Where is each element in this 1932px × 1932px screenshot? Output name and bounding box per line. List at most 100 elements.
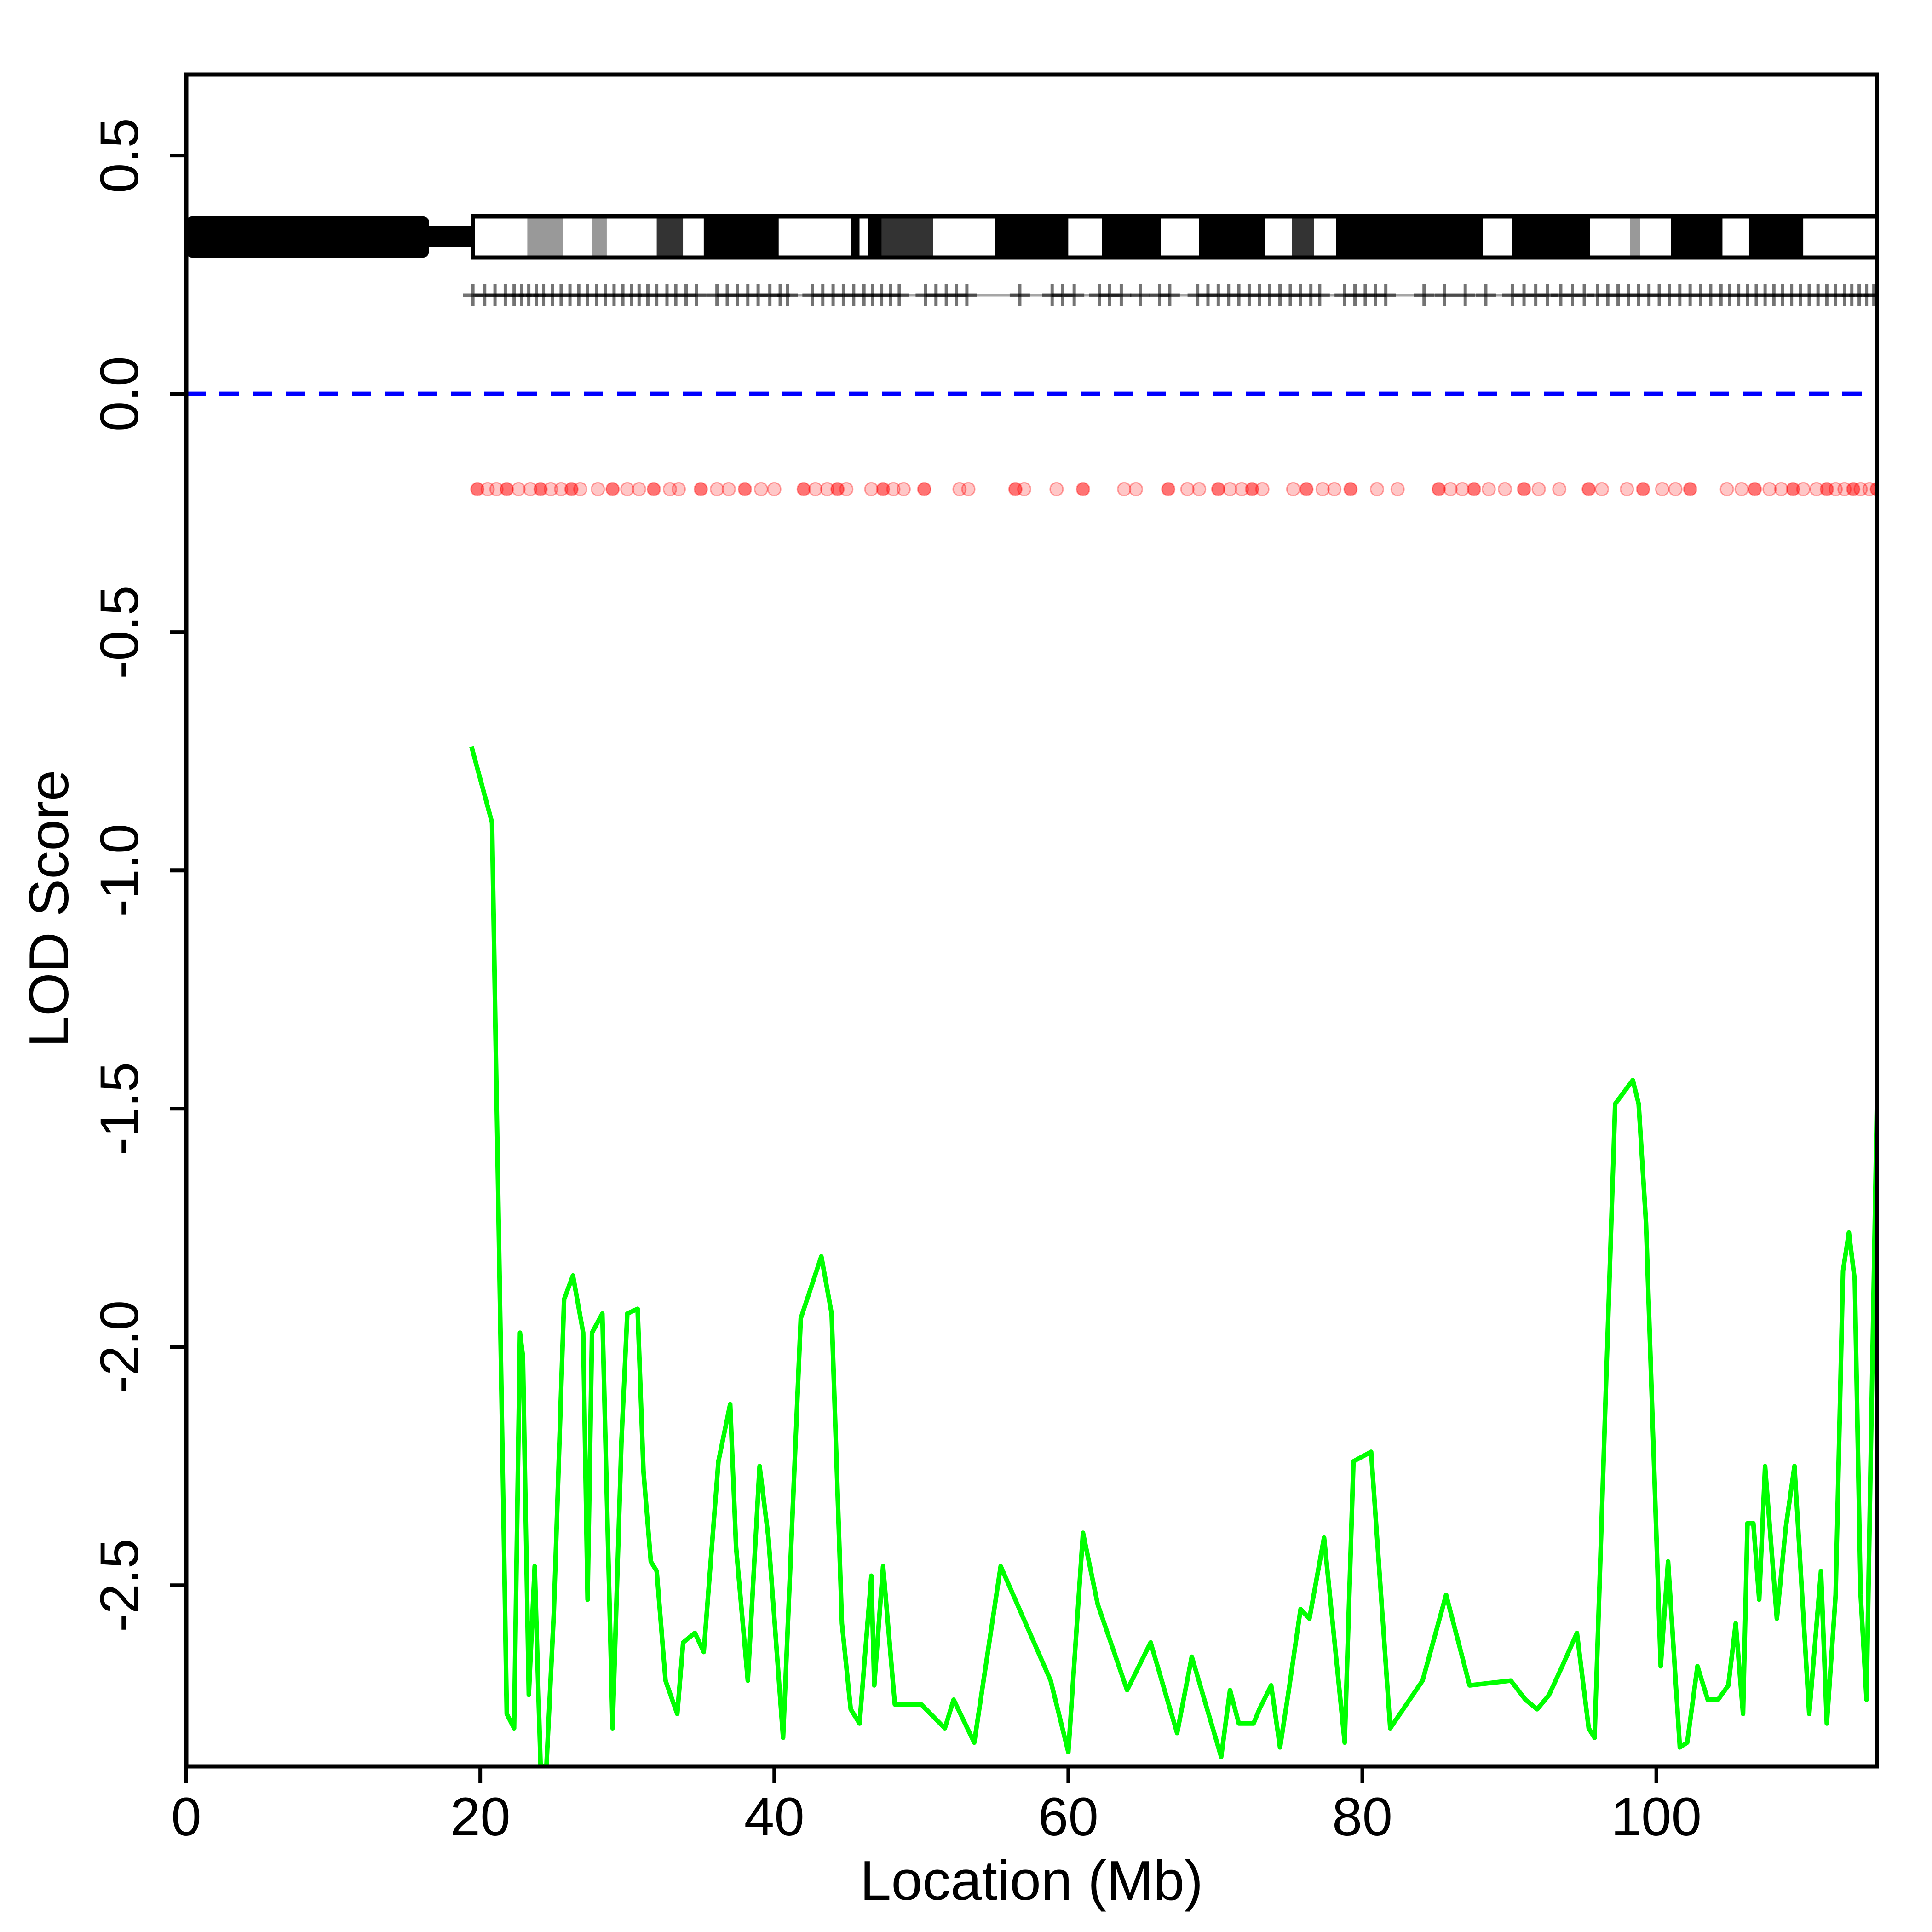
chromosome-band [1640, 216, 1671, 258]
marker-point [1161, 482, 1176, 496]
chromosome-band [186, 216, 429, 258]
marker-point [796, 482, 811, 496]
marker-point [1819, 482, 1834, 496]
marker-point [896, 482, 911, 496]
marker-point [1668, 482, 1683, 496]
chromosome-band [1748, 216, 1804, 258]
marker-plus [1064, 284, 1085, 306]
chromosome-band [851, 216, 860, 258]
marker-point [808, 482, 823, 496]
y-tick-label: 0.5 [89, 118, 150, 193]
y-axis-title: LOD Score [17, 770, 80, 1047]
marker-point [470, 482, 485, 496]
marker-point [886, 482, 901, 496]
y-tick-label: 0.0 [89, 356, 150, 431]
marker-point [500, 482, 514, 496]
marker-point [876, 482, 891, 496]
marker-point [1327, 482, 1342, 496]
marker-point [511, 482, 526, 496]
chromosome-band [1068, 216, 1102, 258]
marker-point [1774, 482, 1788, 496]
chromosome-band [1722, 216, 1749, 258]
marker-plus [777, 284, 798, 306]
chromosome-band [683, 216, 704, 258]
chromosome-band [1265, 216, 1292, 258]
marker-point [1017, 482, 1032, 496]
marker-point [1636, 482, 1650, 496]
marker-point [1853, 482, 1868, 496]
marker-point [1245, 482, 1259, 496]
marker-point [605, 482, 620, 496]
marker-point [1786, 482, 1800, 496]
marker-plus-track [463, 284, 1877, 306]
marker-point [1432, 482, 1446, 496]
marker-point [1211, 482, 1225, 496]
marker-point [1008, 482, 1023, 496]
marker-point [1846, 482, 1861, 496]
marker-plus [1375, 284, 1396, 306]
marker-point [646, 482, 661, 496]
marker-plus [1863, 284, 1877, 306]
x-tick-label: 0 [171, 1787, 201, 1847]
chromosome-band [429, 226, 473, 247]
marker-point [573, 482, 587, 496]
marker-point [1594, 482, 1609, 496]
chromosome-band [1671, 216, 1723, 258]
chromosome-band [527, 216, 563, 258]
marker-point [1734, 482, 1749, 496]
chromosome-band [778, 216, 851, 258]
marker-plus [1475, 284, 1496, 306]
chromosome-band [933, 216, 995, 258]
y-tick-label: -2.5 [89, 1539, 150, 1632]
marker-point [1719, 482, 1734, 496]
chromosome-band [656, 216, 684, 258]
marker-point [1796, 482, 1811, 496]
marker-point [1748, 482, 1762, 496]
x-tick-label: 80 [1332, 1787, 1392, 1847]
marker-point [1581, 482, 1596, 496]
chromosome-band [1483, 216, 1512, 258]
chromosome-band [868, 216, 882, 258]
y-axis-ticks: 0.5 0.0 -0.5 -1.0 -1.5 -2.0 -2.5 [89, 118, 186, 1632]
plot-area-frame [184, 72, 1879, 1769]
marker-point [767, 482, 782, 496]
marker-point [1223, 482, 1237, 496]
marker-point [620, 482, 635, 496]
marker-point [1192, 482, 1207, 496]
marker-point [591, 482, 605, 496]
marker-point [1315, 482, 1330, 496]
marker-point [672, 482, 686, 496]
marker-point [1531, 482, 1546, 496]
chromosome-band [592, 216, 607, 258]
marker-plus [1111, 284, 1132, 306]
marker-point [1498, 482, 1512, 496]
marker-point [662, 482, 677, 496]
marker-point [564, 482, 579, 496]
marker-point [1369, 482, 1384, 496]
marker-plus [1414, 284, 1434, 306]
marker-point [1443, 482, 1458, 496]
marker-plus [1130, 284, 1150, 306]
x-axis-title: Location (Mb) [860, 1849, 1203, 1912]
y-tick-label: -1.5 [89, 1062, 150, 1156]
marker-plus [956, 284, 977, 306]
marker-plus [1434, 284, 1455, 306]
marker-point [632, 482, 646, 496]
marker-point [1117, 482, 1132, 496]
marker-point [1128, 482, 1143, 496]
chromosome-band [1102, 216, 1161, 258]
chromosome-band [1336, 216, 1483, 258]
series-layer [469, 746, 1877, 1766]
marker-point [1762, 482, 1777, 496]
marker-point [1466, 482, 1481, 496]
chromosome-band [1292, 216, 1314, 258]
marker-point [864, 482, 879, 496]
chromosome-band [881, 216, 933, 258]
chromosome-band [1314, 216, 1336, 258]
marker-point [961, 482, 976, 496]
chromosome-band [1803, 216, 1877, 258]
chromosome-ideogram [186, 214, 1879, 260]
y-tick-label: -2.0 [89, 1300, 150, 1394]
x-axis-ticks: 0 20 40 60 80 100 [171, 1766, 1702, 1847]
